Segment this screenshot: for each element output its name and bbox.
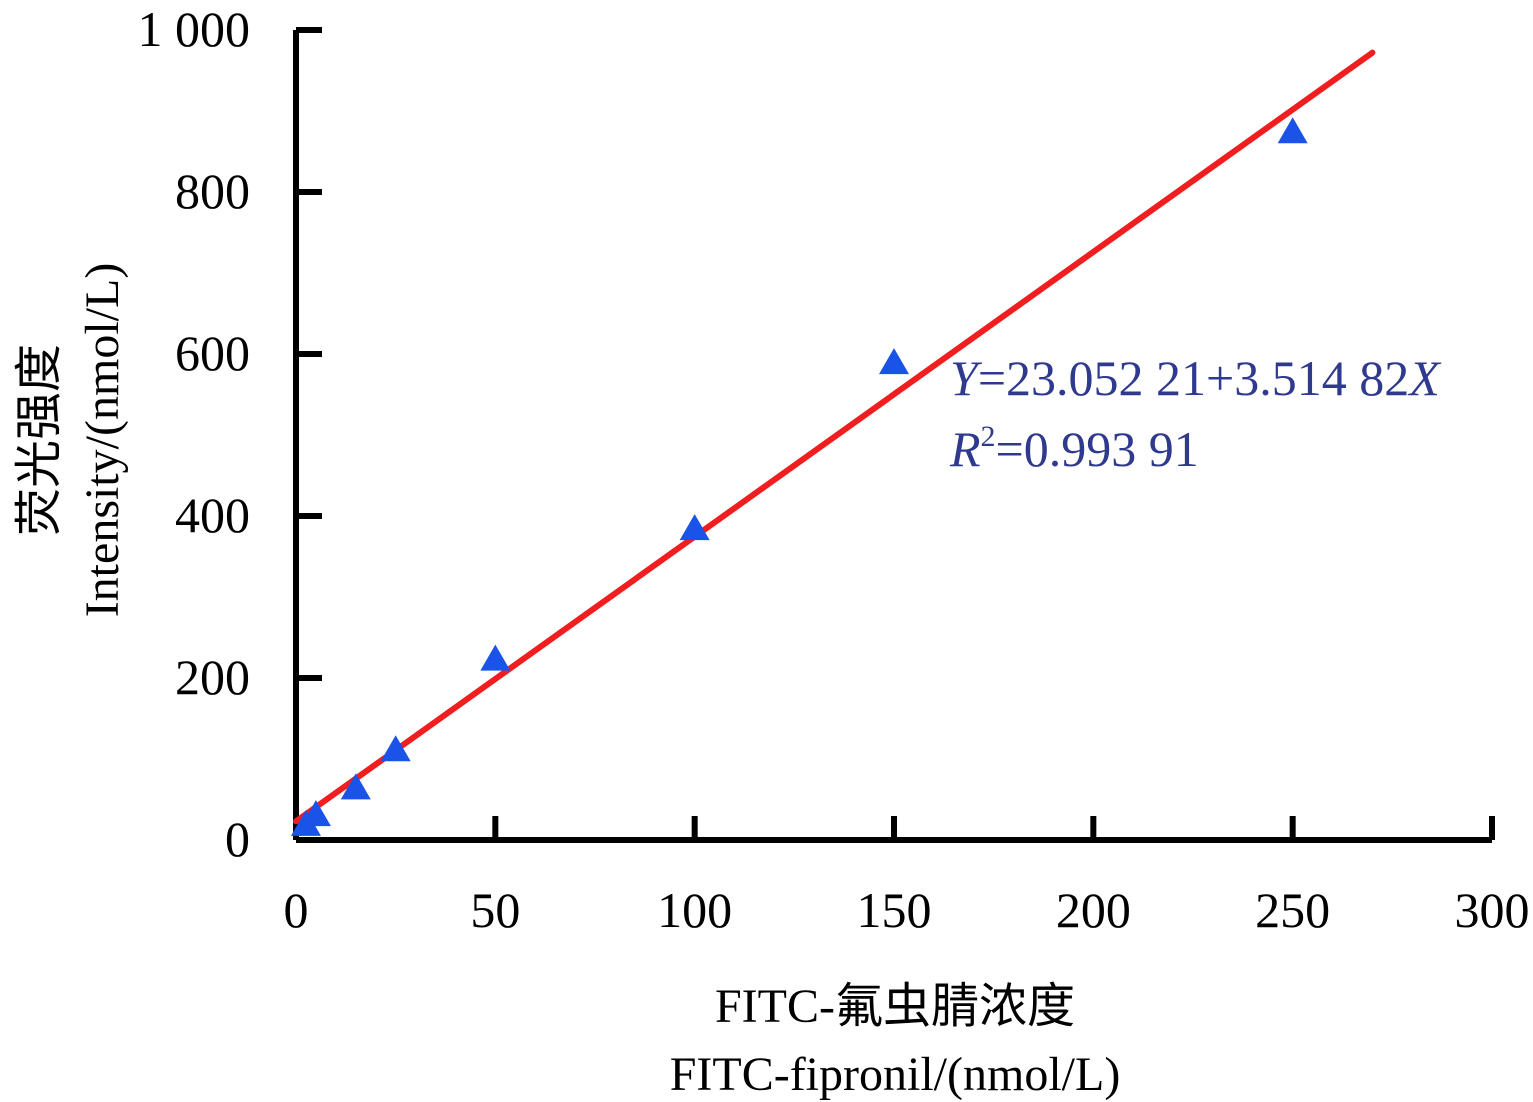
x-axis: 0 50 100 150 200 250 300 [284, 816, 1530, 938]
y-tick-label: 400 [175, 487, 250, 543]
x-axis-title-cn: FITC-氟虫腈浓度 [715, 980, 1075, 1033]
x-tick-label: 300 [1455, 882, 1530, 938]
data-point [679, 514, 710, 541]
x-tick-label: 250 [1255, 882, 1330, 938]
equation-x-symbol: X [1407, 350, 1442, 406]
data-point [380, 735, 411, 762]
y-tick-label: 0 [225, 811, 250, 867]
r-value: =0.993 91 [996, 421, 1199, 477]
y-axis-title: Intensity/(nmol/L) [76, 263, 129, 618]
y-axis: 0 200 400 600 800 1 000 [138, 1, 322, 867]
x-tick-label: 0 [284, 882, 309, 938]
x-tick-label: 50 [470, 882, 520, 938]
r-superscript: 2 [981, 420, 996, 453]
data-point [300, 800, 331, 827]
x-tick-label: 100 [657, 882, 732, 938]
fit-line-group [293, 49, 1376, 825]
r-squared: R2=0.993 91 [949, 420, 1199, 477]
data-point [879, 348, 909, 375]
data-points [290, 117, 1308, 836]
y-tick-label: 600 [175, 325, 250, 381]
x-tick-label: 150 [857, 882, 932, 938]
r-symbol: R [949, 421, 981, 477]
y-tick-label: 800 [175, 163, 250, 219]
data-point [480, 644, 511, 671]
equation-y-symbol: Y [950, 350, 983, 406]
x-axis-title: FITC-fipronil/(nmol/L) [670, 1048, 1121, 1101]
x-tick-label: 200 [1056, 882, 1131, 938]
equation-body: =23.052 21+3.514 82 [978, 350, 1409, 406]
y-axis-title-cn: 荧光强度 [13, 344, 66, 536]
data-point [340, 773, 371, 800]
y-tick-label: 200 [175, 649, 250, 705]
fit-line [293, 49, 1376, 825]
fit-equation: Y=23.052 21+3.514 82X [950, 350, 1442, 406]
y-tick-label: 1 000 [138, 1, 251, 57]
data-point [1277, 117, 1308, 144]
